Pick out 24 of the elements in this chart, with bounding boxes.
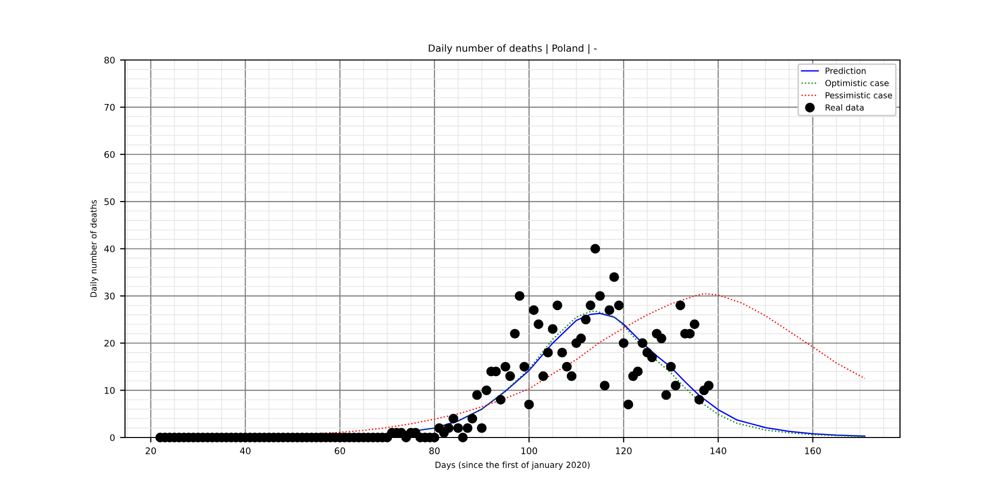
legend-label: Prediction <box>826 68 866 74</box>
y-tick-label: 20 <box>104 340 115 347</box>
y-tick-label: 10 <box>104 387 115 394</box>
y-tick-label: 60 <box>104 151 115 158</box>
x-tick-label: 20 <box>146 447 156 454</box>
x-tick-label: 60 <box>334 447 346 454</box>
y-axis-title: Daily number of deaths <box>90 200 98 297</box>
x-axis-title: Days (since the first of january 2020) <box>436 462 590 470</box>
legend-label: Optimistic case <box>825 80 889 88</box>
x-tick-label: 100 <box>521 447 538 454</box>
y-tick-label: 30 <box>104 292 115 300</box>
y-tick-label: 0 <box>110 434 115 442</box>
legend-label: Pessimistic case <box>826 92 892 98</box>
x-tick-label: 80 <box>429 447 440 454</box>
x-tick-label: 120 <box>616 447 632 454</box>
legend-label: Real data <box>826 104 864 111</box>
y-tick-label: 40 <box>104 245 115 252</box>
y-tick-label: 70 <box>104 104 115 111</box>
chart-title: Daily number of deaths | Poland | - <box>428 44 597 54</box>
x-tick-label: 160 <box>805 447 821 454</box>
y-tick-label: 80 <box>104 56 115 64</box>
y-tick-label: 50 <box>104 198 115 206</box>
x-tick-label: 140 <box>710 447 726 454</box>
x-tick-label: 40 <box>240 447 250 454</box>
